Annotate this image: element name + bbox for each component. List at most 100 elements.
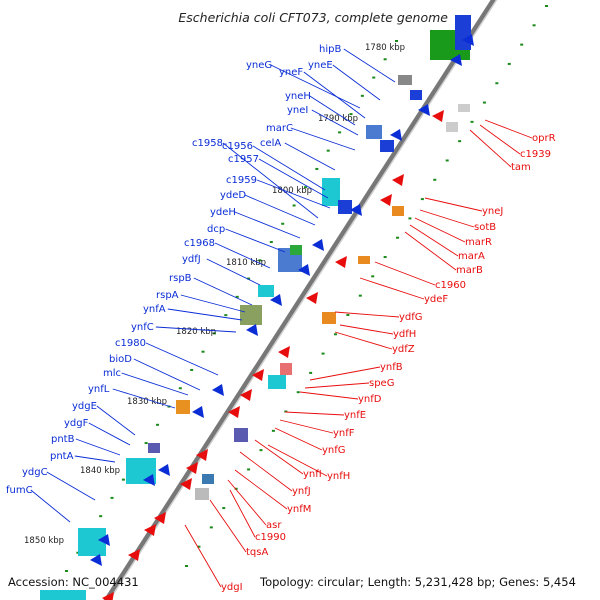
- forward-gene-leader: [74, 455, 116, 463]
- reverse-gene-block: [268, 375, 286, 389]
- forward-gene-leader: [96, 405, 136, 436]
- forward-gene-arrow: [192, 406, 204, 418]
- forward-gene-arrow: [270, 294, 282, 306]
- gc-track-dot: [395, 40, 398, 42]
- reverse-gene-label: ydfH: [393, 329, 416, 340]
- reverse-gene-arrow: [240, 389, 252, 401]
- forward-gene-leader: [303, 71, 366, 119]
- gc-track-dot: [315, 167, 319, 170]
- forward-gene-label: celA: [260, 138, 281, 149]
- forward-gene-arrow: [246, 324, 258, 336]
- gc-track-dot: [326, 149, 330, 152]
- gc-track-dot: [360, 94, 364, 97]
- forward-gene-block: [380, 140, 394, 152]
- forward-gene-arrow: [143, 474, 155, 486]
- reverse-gene-leader: [334, 311, 400, 318]
- forward-gene-label: yneE: [308, 60, 333, 71]
- gc-track-dot: [408, 217, 412, 220]
- genome-info-text: Topology: circular; Length: 5,231,428 bp…: [260, 575, 576, 589]
- reverse-gene-arrow: [144, 524, 156, 536]
- gc-track-dot: [532, 24, 536, 27]
- reverse-gene-label: yneJ: [482, 206, 503, 217]
- forward-gene-label: pntA: [50, 451, 74, 462]
- forward-gene-block: [258, 285, 274, 297]
- reverse-gene-arrow: [180, 478, 192, 490]
- reverse-gene-leader: [274, 427, 323, 451]
- gc-track-dot: [281, 222, 285, 225]
- gc-track-dot: [178, 387, 182, 390]
- forward-gene-arrow: [298, 264, 310, 276]
- reverse-gene-arrow: [128, 549, 140, 561]
- reverse-gene-arrow: [102, 592, 114, 600]
- gc-track-dot: [201, 350, 205, 353]
- gc-track-dot: [358, 294, 362, 297]
- genome-backbone: [103, 0, 497, 600]
- gc-track-dot: [333, 333, 337, 336]
- forward-gene-label: c1959: [226, 175, 257, 186]
- reverse-gene-arrow: [252, 369, 264, 381]
- reverse-gene-label: ynfB: [380, 362, 403, 373]
- forward-gene-arrow: [158, 464, 170, 476]
- forward-gene-leader: [311, 109, 359, 136]
- gc-track-dot: [445, 159, 449, 162]
- forward-gene-leader: [133, 358, 201, 391]
- gc-track-dot: [224, 314, 228, 317]
- gc-track-dot: [420, 198, 424, 201]
- gc-track-dot: [321, 352, 325, 355]
- reverse-gene-leader: [359, 277, 425, 300]
- reverse-gene-leader: [299, 391, 359, 400]
- reverse-gene-block: [280, 363, 292, 375]
- forward-gene-block: [78, 528, 106, 556]
- forward-gene-block: [240, 305, 262, 325]
- forward-gene-arrow: [312, 239, 324, 251]
- kbp-tick-label: 1810 kbp: [226, 258, 266, 268]
- forward-gene-arrow: [98, 534, 110, 546]
- forward-gene-label: c1956: [222, 141, 253, 152]
- reverse-gene-label: marB: [456, 265, 483, 276]
- forward-gene-label: ydeH: [210, 207, 236, 218]
- reverse-gene-leader: [209, 499, 247, 553]
- gc-track-dot: [338, 131, 342, 134]
- forward-gene-arrow: [450, 54, 462, 66]
- forward-gene-arrow: [350, 204, 362, 216]
- reverse-gene-leader: [479, 124, 521, 155]
- forward-gene-label: c1957: [228, 154, 259, 165]
- reverse-gene-label: tqsA: [246, 547, 268, 558]
- forward-gene-block: [338, 200, 352, 214]
- reverse-gene-leader: [304, 382, 370, 389]
- gc-track-dot: [99, 515, 103, 518]
- kbp-tick-label: 1800 kbp: [272, 186, 312, 196]
- reverse-gene-block: [392, 206, 404, 216]
- reverse-gene-leader: [254, 439, 304, 475]
- reverse-gene-arrow: [186, 462, 198, 474]
- forward-gene-label: ydeD: [220, 190, 246, 201]
- reverse-gene-block: [322, 312, 336, 324]
- forward-gene-leader: [75, 438, 121, 456]
- forward-gene-label: fumC: [6, 485, 33, 496]
- reverse-gene-leader: [229, 489, 256, 538]
- forward-gene-label: hipB: [319, 44, 341, 55]
- reverse-gene-leader: [414, 217, 466, 243]
- gc-track-dot: [507, 62, 511, 65]
- gc-track-dot: [284, 410, 288, 413]
- forward-gene-block: [40, 590, 86, 600]
- forward-gene-leader: [225, 228, 286, 253]
- reverse-gene-block: [234, 428, 248, 442]
- reverse-gene-label: ynfJ: [292, 486, 311, 497]
- reverse-gene-label: ynfG: [322, 445, 346, 456]
- reverse-gene-leader: [374, 261, 436, 286]
- forward-gene-label: rspB: [169, 273, 192, 284]
- reverse-gene-arrow: [306, 292, 318, 304]
- reverse-gene-leader: [284, 411, 345, 416]
- reverse-gene-block: [195, 488, 209, 500]
- gc-track-dot: [209, 526, 213, 529]
- forward-gene-leader: [332, 64, 381, 101]
- forward-gene-leader: [121, 372, 189, 396]
- forward-gene-leader: [167, 308, 243, 321]
- gc-track-dot: [185, 565, 188, 567]
- reverse-gene-label: sotB: [474, 222, 496, 233]
- reverse-gene-label: c1990: [255, 532, 286, 543]
- gc-track-dot: [156, 423, 160, 426]
